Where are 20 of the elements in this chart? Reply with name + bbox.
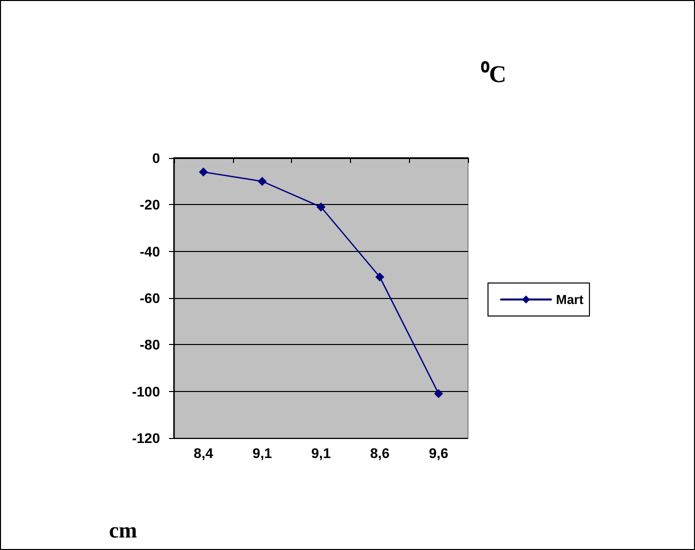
point: [375, 272, 384, 282]
x-tick-label: 9,1: [311, 445, 331, 461]
x-tick-label: 8,4: [194, 445, 214, 461]
y-tick-label: -100: [132, 383, 160, 400]
y-tick-label: -40: [140, 243, 160, 260]
y-axis-title: ⁰C: [481, 61, 506, 88]
y-tick-label: -60: [140, 290, 160, 306]
point: [316, 202, 326, 212]
x-tick-label: 9,1: [252, 445, 272, 461]
y-tick-label: -20: [140, 196, 160, 213]
legend-label: Mart: [556, 292, 584, 307]
point: [434, 389, 444, 398]
point: [198, 168, 208, 176]
x-tick-label: 8,6: [370, 445, 390, 461]
point: [258, 176, 267, 186]
y-tick-label: -120: [132, 430, 160, 446]
x-tick-label: 9,6: [428, 445, 449, 461]
y-tick-label: -80: [140, 336, 160, 353]
x-axis-title: cm: [109, 518, 138, 542]
y-tick-label: 0: [152, 150, 160, 166]
